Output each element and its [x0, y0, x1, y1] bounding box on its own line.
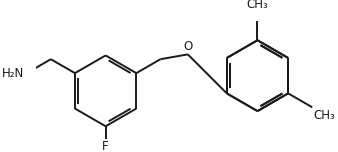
- Text: CH₃: CH₃: [314, 109, 335, 122]
- Text: CH₃: CH₃: [247, 0, 268, 11]
- Text: F: F: [102, 140, 109, 152]
- Text: O: O: [183, 40, 192, 53]
- Text: H₂N: H₂N: [2, 67, 24, 80]
